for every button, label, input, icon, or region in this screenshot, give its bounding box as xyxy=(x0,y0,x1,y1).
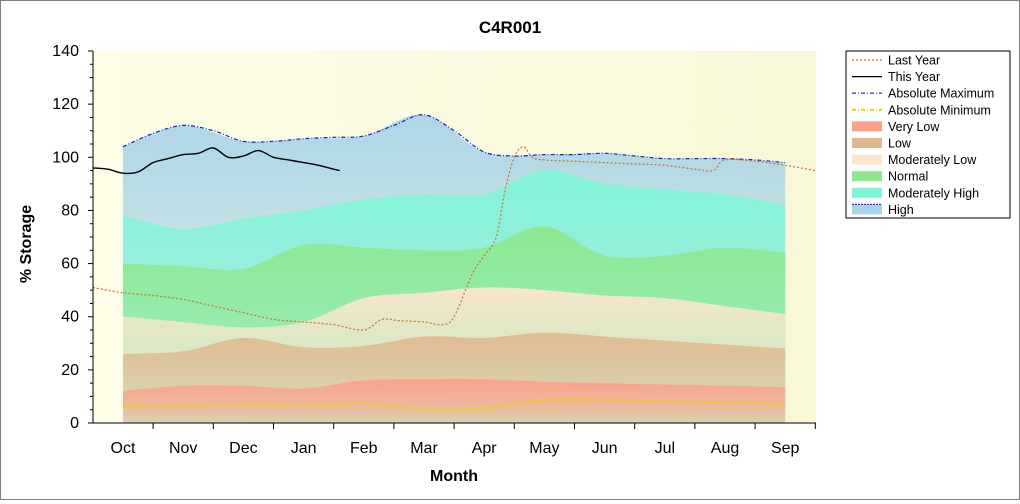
x-axis-label: Month xyxy=(430,468,478,485)
legend-label: Low xyxy=(888,137,912,151)
legend-swatch xyxy=(852,187,882,198)
x-tick-label: Jan xyxy=(291,440,317,457)
series-last-year xyxy=(92,146,816,331)
y-tick-label: 120 xyxy=(52,96,79,113)
series-lines xyxy=(92,114,816,411)
axes: 0 20 40 60 80 100 120 140 Oct Nov Dec Jan Feb Mar Apr M… xyxy=(52,43,816,457)
x-tick-label: Jul xyxy=(655,440,675,457)
x-tick-label: Aug xyxy=(711,440,739,457)
legend-swatch xyxy=(852,204,882,215)
legend-swatch xyxy=(852,171,882,182)
y-tick-label: 60 xyxy=(61,256,79,273)
legend-swatch xyxy=(852,154,882,165)
legend-label: Absolute Maximum xyxy=(888,87,994,101)
x-tick-label: Oct xyxy=(111,440,136,457)
legend: Last Year This Year Absolute Maximum Absolu… xyxy=(845,50,1011,219)
y-tick-label: 140 xyxy=(52,43,79,60)
series-this-year xyxy=(92,147,340,175)
legend-swatch xyxy=(852,121,882,132)
series-absolute-minimum xyxy=(122,398,786,411)
x-tick-label: Feb xyxy=(350,440,378,457)
y-tick-label: 20 xyxy=(61,362,79,379)
x-tick-label: Mar xyxy=(410,440,438,457)
legend-label: Absolute Minimum xyxy=(888,103,991,117)
band-very-low xyxy=(123,378,786,423)
x-tick-label: Apr xyxy=(472,440,498,457)
chart-title: C4R001 xyxy=(479,18,541,37)
legend-label: High xyxy=(888,203,914,217)
series-absolute-maximum xyxy=(122,114,786,164)
y-axis-label: % Storage xyxy=(18,205,35,283)
x-tick-label: Dec xyxy=(229,440,257,457)
y-tick-label: 100 xyxy=(52,149,79,166)
x-tick-label: Nov xyxy=(169,440,197,457)
legend-label: Very Low xyxy=(888,120,940,134)
x-tick-label: Jun xyxy=(592,440,618,457)
legend-label: This Year xyxy=(888,70,940,84)
y-tick-label: 0 xyxy=(70,415,79,432)
legend-swatch xyxy=(852,138,882,148)
y-tick-label: 40 xyxy=(61,309,79,326)
legend-label: Moderately Low xyxy=(888,153,977,167)
x-tick-label: Sep xyxy=(771,440,800,457)
y-tick-label: 80 xyxy=(61,202,79,219)
x-tick-label: May xyxy=(529,440,559,457)
percentile-bands xyxy=(123,114,786,423)
legend-label: Moderately High xyxy=(888,186,979,200)
legend-label: Last Year xyxy=(888,54,940,68)
legend-label: Normal xyxy=(888,170,928,184)
